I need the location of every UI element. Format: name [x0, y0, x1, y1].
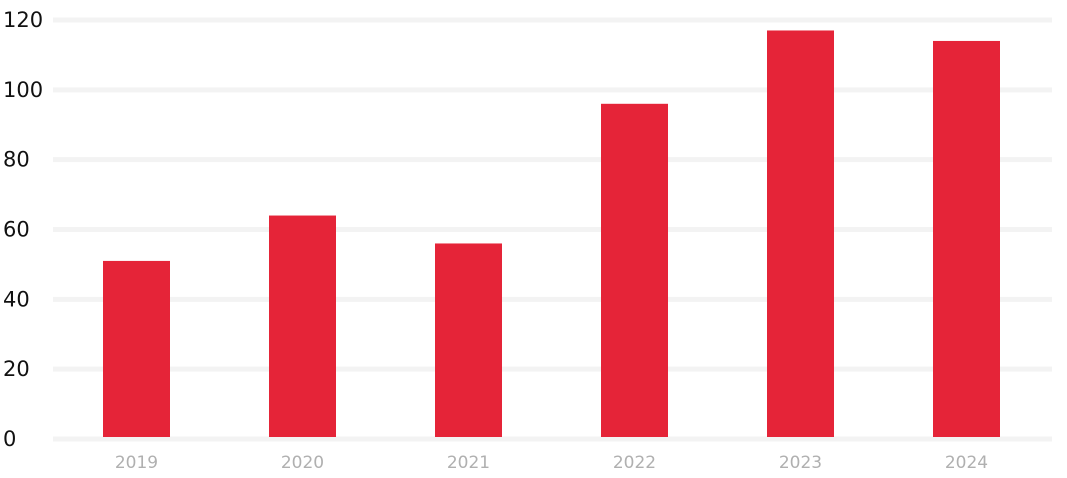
bar-2021	[435, 243, 502, 437]
bar-2019	[103, 260, 170, 437]
x-tick-label-2022: 2022	[613, 453, 656, 473]
y-tick-label-0: 0	[3, 427, 16, 451]
y-tick-label-100: 100	[3, 78, 43, 102]
x-tick-label-2024: 2024	[945, 453, 988, 473]
y-tick-label-60: 60	[3, 218, 30, 242]
bar-2020	[269, 215, 336, 437]
bar-2022	[601, 103, 668, 438]
bar-2024	[933, 40, 1000, 437]
y-tick-label-40: 40	[3, 287, 30, 311]
y-tick-label-80: 80	[3, 148, 30, 172]
x-tick-label-2023: 2023	[779, 453, 822, 473]
y-tick-label-20: 20	[3, 357, 30, 381]
y-axis-ticks: 0 20 40 60 80 100 120	[3, 8, 43, 451]
x-axis-ticks: 2019 2020 2021 2022 2023 2024	[115, 453, 988, 473]
x-tick-label-2019: 2019	[115, 453, 158, 473]
x-tick-label-2020: 2020	[281, 453, 324, 473]
x-tick-label-2021: 2021	[447, 453, 490, 473]
bars	[103, 30, 1000, 438]
y-tick-label-120: 120	[3, 8, 43, 32]
bar-2023	[767, 30, 834, 437]
gridlines	[53, 17, 1052, 442]
